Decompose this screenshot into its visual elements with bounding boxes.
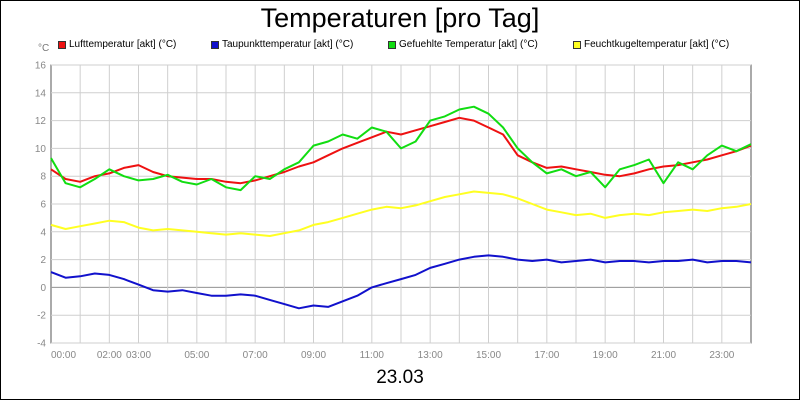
y-tick-label: 16	[35, 61, 47, 72]
date-label: 23.03	[376, 367, 424, 388]
y-tick-label: 2	[40, 255, 46, 266]
y-tick-label: 10	[35, 144, 47, 155]
y-tick-label: -2	[37, 311, 46, 322]
x-tick-label: 09:00	[301, 350, 326, 361]
legend-swatch-gefuehlte-temperatur	[388, 40, 396, 49]
legend-label-lufttemperatur: Lufttemperatur [akt] (°C)	[69, 39, 177, 50]
x-tick-label: 11:00	[360, 350, 385, 361]
y-tick-label: 4	[40, 227, 46, 238]
x-tick-label: 13:00	[418, 350, 443, 361]
legend-swatch-lufttemperatur	[58, 40, 66, 49]
y-axis-ticks: -4 -2 0 2 4 6 8 10 12 14 16	[35, 61, 47, 350]
series-line-1	[50, 116, 752, 185]
x-tick-label: 03:00	[126, 350, 151, 361]
chart-title: Temperaturen [pro Tag]	[260, 3, 540, 33]
x-tick-label: 21:00	[651, 350, 676, 361]
legend-item-lufttemperatur: Lufttemperatur [akt] (°C)	[58, 39, 176, 50]
x-tick-label: 00:00	[51, 350, 76, 361]
y-axis-unit: °C	[38, 43, 50, 54]
legend-item-gefuehlte-temperatur: Gefuehlte Temperatur [akt] (°C)	[388, 39, 538, 50]
y-tick-label: -4	[37, 339, 46, 350]
legend-item-taupunkttemperatur: Taupunkttemperatur [akt] (°C)	[211, 39, 353, 50]
x-tick-label: 15:00	[476, 350, 501, 361]
y-tick-label: 8	[40, 172, 46, 183]
x-axis-ticks: 00:00 02:00 03:00 05:00 07:00 09:00 11:00 13:00…	[51, 350, 735, 361]
x-tick-label: 07:00	[243, 350, 268, 361]
x-tick-label: 19:00	[593, 350, 618, 361]
legend-label-taupunkttemperatur: Taupunkttemperatur [akt] (°C)	[222, 39, 354, 50]
x-tick-label: 02:00	[97, 350, 122, 361]
y-tick-label: 14	[35, 88, 47, 99]
y-tick-label: 0	[40, 283, 46, 294]
legend-swatch-feuchtkugeltemperatur	[573, 40, 581, 49]
legend-swatch-taupunkttemperatur	[211, 40, 219, 49]
x-tick-label: 17:00	[534, 350, 559, 361]
legend-label-gefuehlte-temperatur: Gefuehlte Temperatur [akt] (°C)	[399, 39, 538, 50]
legend-label-feuchtkugeltemperatur: Feuchtkugeltemperatur [akt] (°C)	[584, 39, 730, 50]
legend-item-feuchtkugeltemperatur: Feuchtkugeltemperatur [akt] (°C)	[573, 39, 729, 50]
y-tick-label: 12	[35, 116, 47, 127]
x-tick-label: 05:00	[184, 350, 209, 361]
series-line-4	[50, 190, 752, 237]
x-tick-label: 23:00	[709, 350, 734, 361]
series-line-3	[50, 105, 752, 192]
series-lines	[50, 105, 752, 310]
y-tick-label: 6	[40, 200, 46, 211]
series-line-2	[50, 254, 752, 310]
